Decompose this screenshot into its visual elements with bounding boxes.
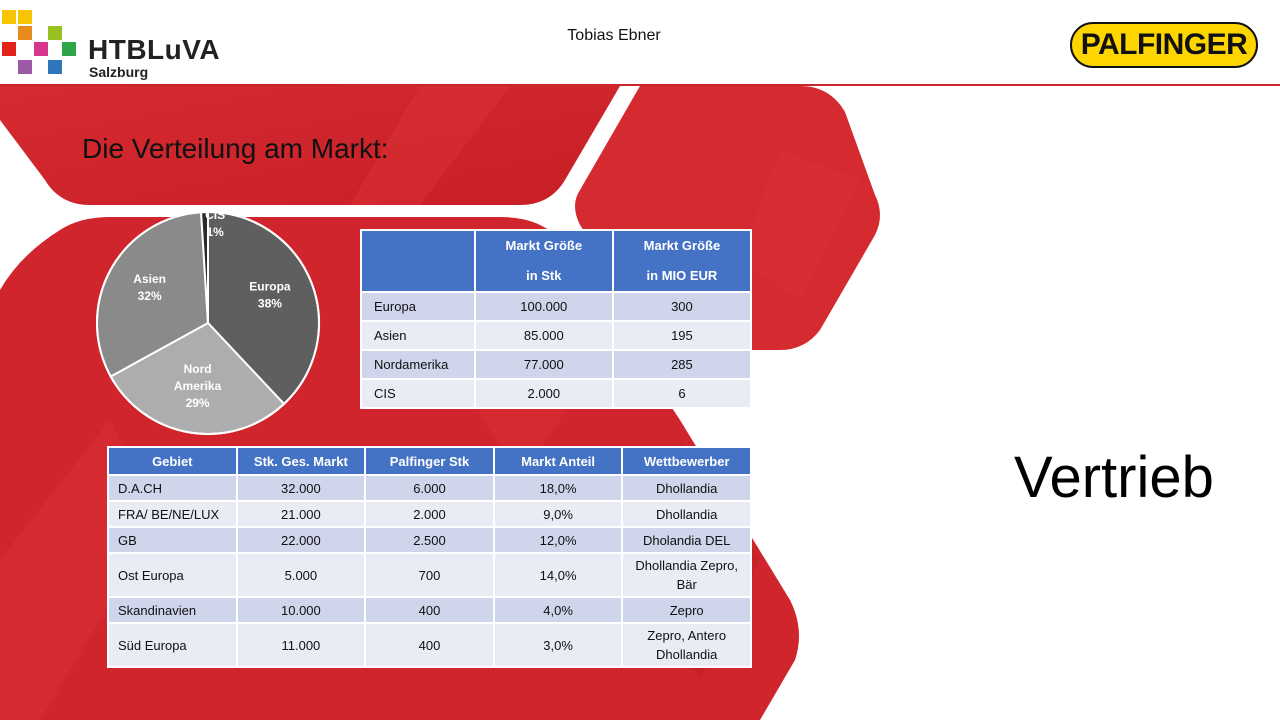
cell: 3,0% [492, 622, 624, 668]
cell: Süd Europa [107, 622, 238, 668]
cell: Nordamerika [360, 349, 476, 380]
cell: Europa [360, 291, 476, 322]
header-line: Markt Größe [643, 238, 721, 253]
cell: 400 [364, 596, 495, 624]
cell: 22.000 [235, 526, 367, 554]
cell: 77.000 [473, 349, 614, 380]
cell: 18,0% [492, 474, 624, 502]
header-cell: Stk. Ges. Markt [235, 446, 367, 476]
cell: GB [107, 526, 238, 554]
cell: CIS [360, 378, 476, 409]
cell: Dhollandia [621, 500, 752, 528]
table-row: Asien 85.000 195 [360, 320, 753, 351]
pie-outline [96, 211, 320, 435]
cell: 10.000 [235, 596, 367, 624]
palfinger-logo-text: PALFINGER [1080, 28, 1248, 61]
cell: Ost Europa [107, 552, 238, 598]
cell: 2.000 [364, 500, 495, 528]
cell-line: Zepro, Antero [647, 628, 727, 643]
logo-squares-icon [0, 8, 80, 80]
table-row: Ost Europa 5.000 700 14,0% Dhollandia Ze… [107, 552, 752, 598]
cell: Zepro, Antero Dhollandia [621, 622, 752, 668]
cell: 9,0% [492, 500, 624, 528]
header-cell: Wettbewerber [621, 446, 752, 476]
table-row: Europa 100.000 300 [360, 291, 753, 322]
slide-title: Die Verteilung am Markt: [82, 133, 389, 164]
cell: 6 [611, 378, 753, 409]
header-cell-stk: Markt Größe in Stk [473, 229, 614, 293]
cell: 85.000 [473, 320, 614, 351]
pie-label-europa: Europa 38% [249, 279, 291, 310]
logo-title: HTBLuVA [88, 34, 221, 65]
table-row: D.A.CH 32.000 6.000 18,0% Dhollandia [107, 474, 752, 502]
cell: 32.000 [235, 474, 367, 502]
region-table: Gebiet Stk. Ges. Markt Palfinger Stk Mar… [107, 446, 752, 668]
cell: Asien [360, 320, 476, 351]
cell: 6.000 [364, 474, 495, 502]
cell-line: Bär [676, 577, 697, 592]
section-title: Vertrieb [1014, 445, 1214, 510]
cell: 2.000 [473, 378, 614, 409]
table-row: Nordamerika 77.000 285 [360, 349, 753, 380]
cell: 285 [611, 349, 753, 380]
cell: Dhollandia [621, 474, 752, 502]
author-name: Tobias Ebner [567, 27, 661, 44]
cell: 400 [364, 622, 495, 668]
cell: 700 [364, 552, 495, 598]
header-line: in Stk [526, 268, 562, 283]
cell: D.A.CH [107, 474, 238, 502]
palfinger-logo: PALFINGER [1070, 22, 1258, 68]
cell-line: Dhollandia [655, 647, 718, 662]
header-cell: Gebiet [107, 446, 238, 476]
market-size-table: Markt Größe in Stk Markt Größe in MIO EU… [360, 229, 753, 409]
table-row: FRA/ BE/NE/LUX 21.000 2.000 9,0% Dhollan… [107, 500, 752, 528]
header-cell: Palfinger Stk [364, 446, 495, 476]
cell: 14,0% [492, 552, 624, 598]
cell: 5.000 [235, 552, 367, 598]
table-header-row: Markt Größe in Stk Markt Größe in MIO EU… [360, 229, 753, 293]
header-line: in MIO EUR [646, 268, 718, 283]
header-cell-empty [360, 229, 476, 293]
htbluva-logo: HTBLuVA Salzburg [0, 8, 220, 80]
market-pie-chart: Europa 38%Nord Amerika 29%Asien 32%CIS 1% [96, 208, 320, 435]
cell: Zepro [621, 596, 752, 624]
cell-line: Dhollandia Zepro, [635, 558, 738, 573]
cell: 21.000 [235, 500, 367, 528]
cell: 11.000 [235, 622, 367, 668]
cell: 12,0% [492, 526, 624, 554]
cell: 4,0% [492, 596, 624, 624]
cell: Skandinavien [107, 596, 238, 624]
header-cell: Markt Anteil [492, 446, 624, 476]
table-row: GB 22.000 2.500 12,0% Dholandia DEL [107, 526, 752, 554]
header-divider [0, 84, 1280, 86]
cell: 195 [611, 320, 753, 351]
header-line: Markt Größe [505, 238, 583, 253]
header-cell-eur: Markt Größe in MIO EUR [611, 229, 753, 293]
pie-label-nord-amerika: Nord Amerika 29% [174, 362, 222, 410]
table-header-row: Gebiet Stk. Ges. Markt Palfinger Stk Mar… [107, 446, 752, 476]
cell: 100.000 [473, 291, 614, 322]
table-row: CIS 2.000 6 [360, 378, 753, 409]
logo-subtitle: Salzburg [89, 64, 149, 80]
table-row: Skandinavien 10.000 400 4,0% Zepro [107, 596, 752, 624]
pie-label-asien: Asien 32% [133, 272, 166, 303]
cell: 300 [611, 291, 753, 322]
cell: Dholandia DEL [621, 526, 752, 554]
cell: Dhollandia Zepro, Bär [621, 552, 752, 598]
cell: 2.500 [364, 526, 495, 554]
table-row: Süd Europa 11.000 400 3,0% Zepro, Antero… [107, 622, 752, 668]
cell: FRA/ BE/NE/LUX [107, 500, 238, 528]
